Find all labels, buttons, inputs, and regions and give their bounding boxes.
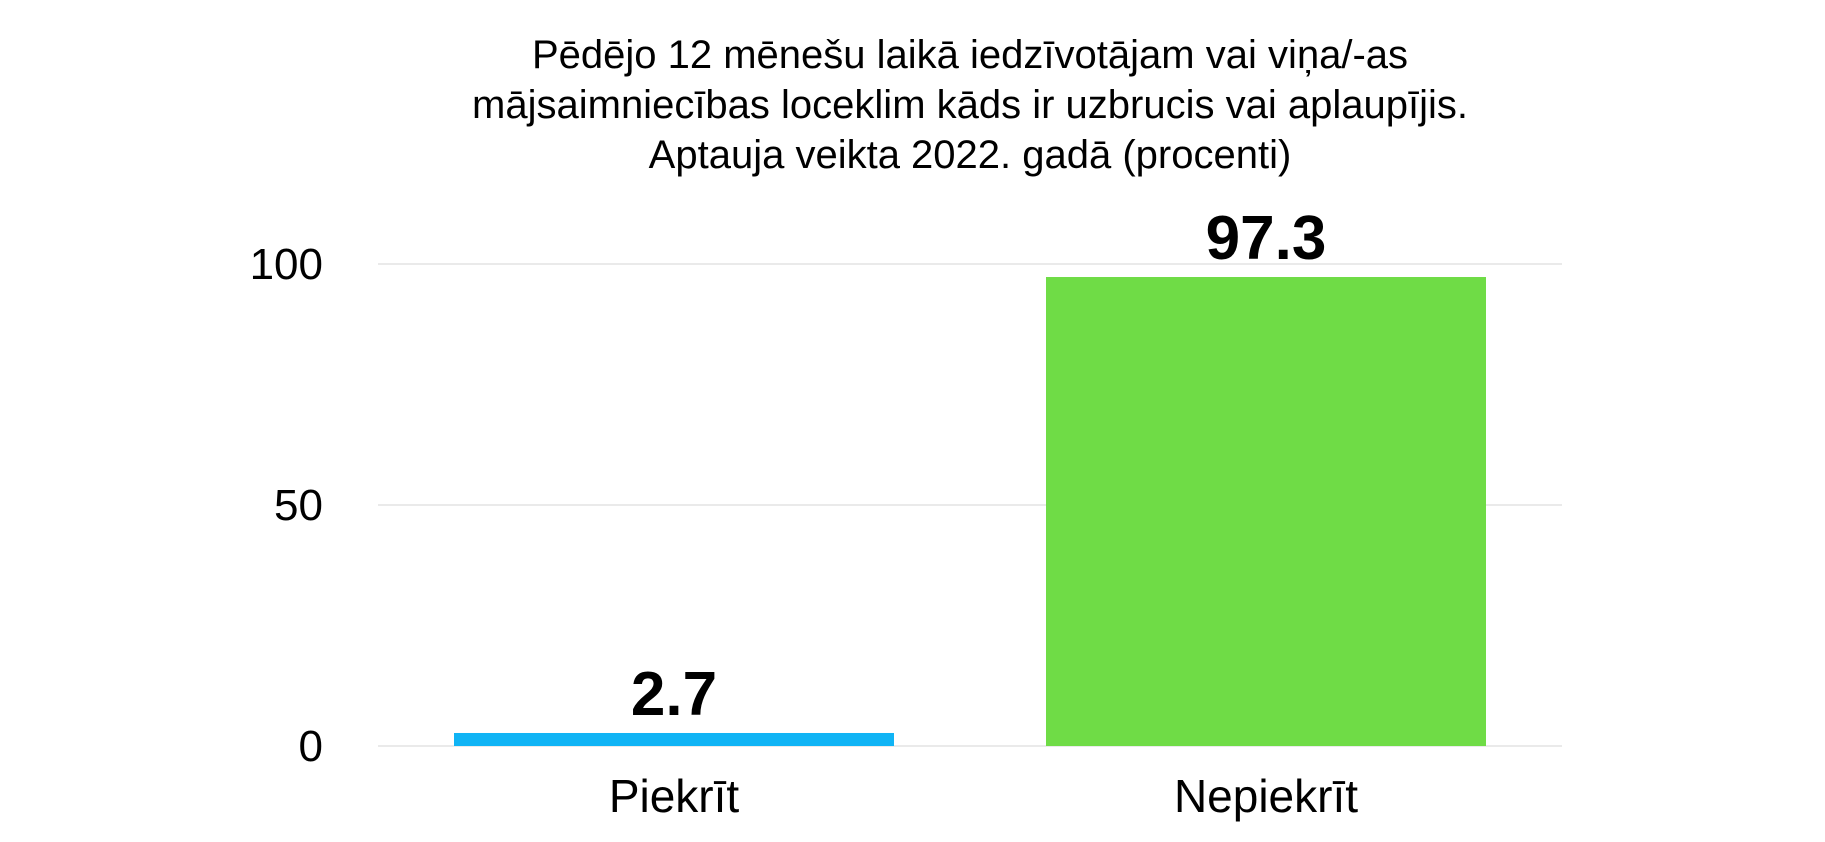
y-tick-label: 50 (274, 481, 323, 530)
category-label: Piekrīt (609, 770, 740, 822)
chart-title-line-1: Pēdējo 12 mēnešu laikā iedzīvotājam vai … (531, 33, 1409, 77)
y-tick-label: 100 (250, 240, 323, 289)
y-tick-label: 0 (299, 722, 323, 771)
bar (1046, 277, 1486, 746)
bars (454, 277, 1486, 746)
category-label: Nepiekrīt (1174, 770, 1358, 822)
y-axis-ticks: 0 50 100 (250, 240, 323, 771)
bar (454, 732, 894, 746)
chart-title-line-3: Aptauja veikta 2022. gadā (procenti) (648, 133, 1292, 177)
value-labels: 2.7 97.3 (631, 204, 1326, 729)
value-label: 97.3 (1206, 204, 1327, 273)
x-axis-categories: Piekrīt Nepiekrīt (609, 770, 1358, 822)
chart-title-line-2: mājsaimniecības loceklim kāds ir uzbruci… (472, 83, 1468, 127)
chart-title: Pēdējo 12 mēnešu laikā iedzīvotājam vai … (330, 30, 1610, 180)
value-label: 2.7 (631, 660, 717, 729)
